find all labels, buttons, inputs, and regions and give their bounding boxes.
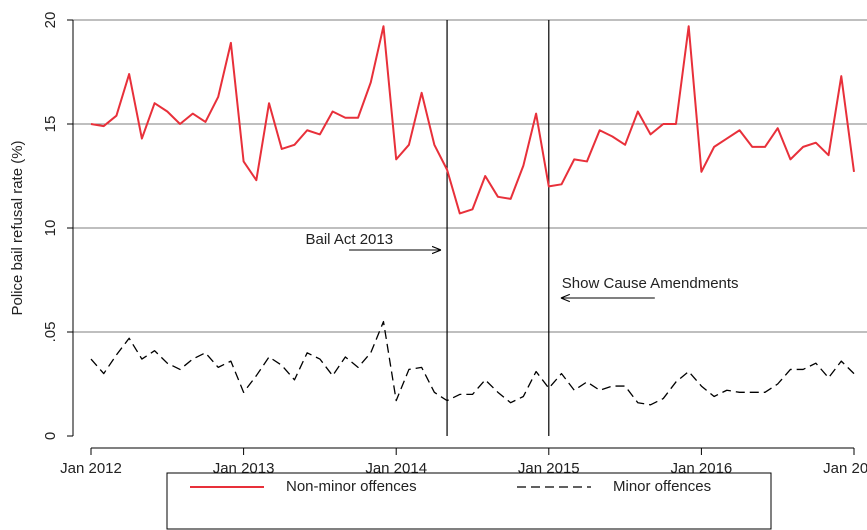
legend-label: Non-minor offences bbox=[286, 478, 417, 495]
y-axis-label: Police bail refusal rate (%) bbox=[9, 140, 26, 315]
legend-box bbox=[166, 472, 772, 530]
annotation: Show Cause Amendments bbox=[562, 275, 739, 292]
y-tick-label: 15 bbox=[42, 116, 59, 133]
legend-label: Minor offences bbox=[613, 478, 711, 495]
annotation: Bail Act 2013 bbox=[306, 231, 394, 248]
y-tick-label: 0 bbox=[42, 432, 59, 440]
series-line bbox=[90, 320, 855, 406]
y-tick-label: 20 bbox=[42, 12, 59, 29]
x-tick-label: Jan 2012 bbox=[60, 460, 122, 477]
y-tick-label: 10 bbox=[42, 220, 59, 237]
y-tick-label: .05 bbox=[42, 322, 59, 343]
x-tick-label: Jan 2017 bbox=[823, 460, 867, 477]
series-line bbox=[90, 25, 855, 215]
